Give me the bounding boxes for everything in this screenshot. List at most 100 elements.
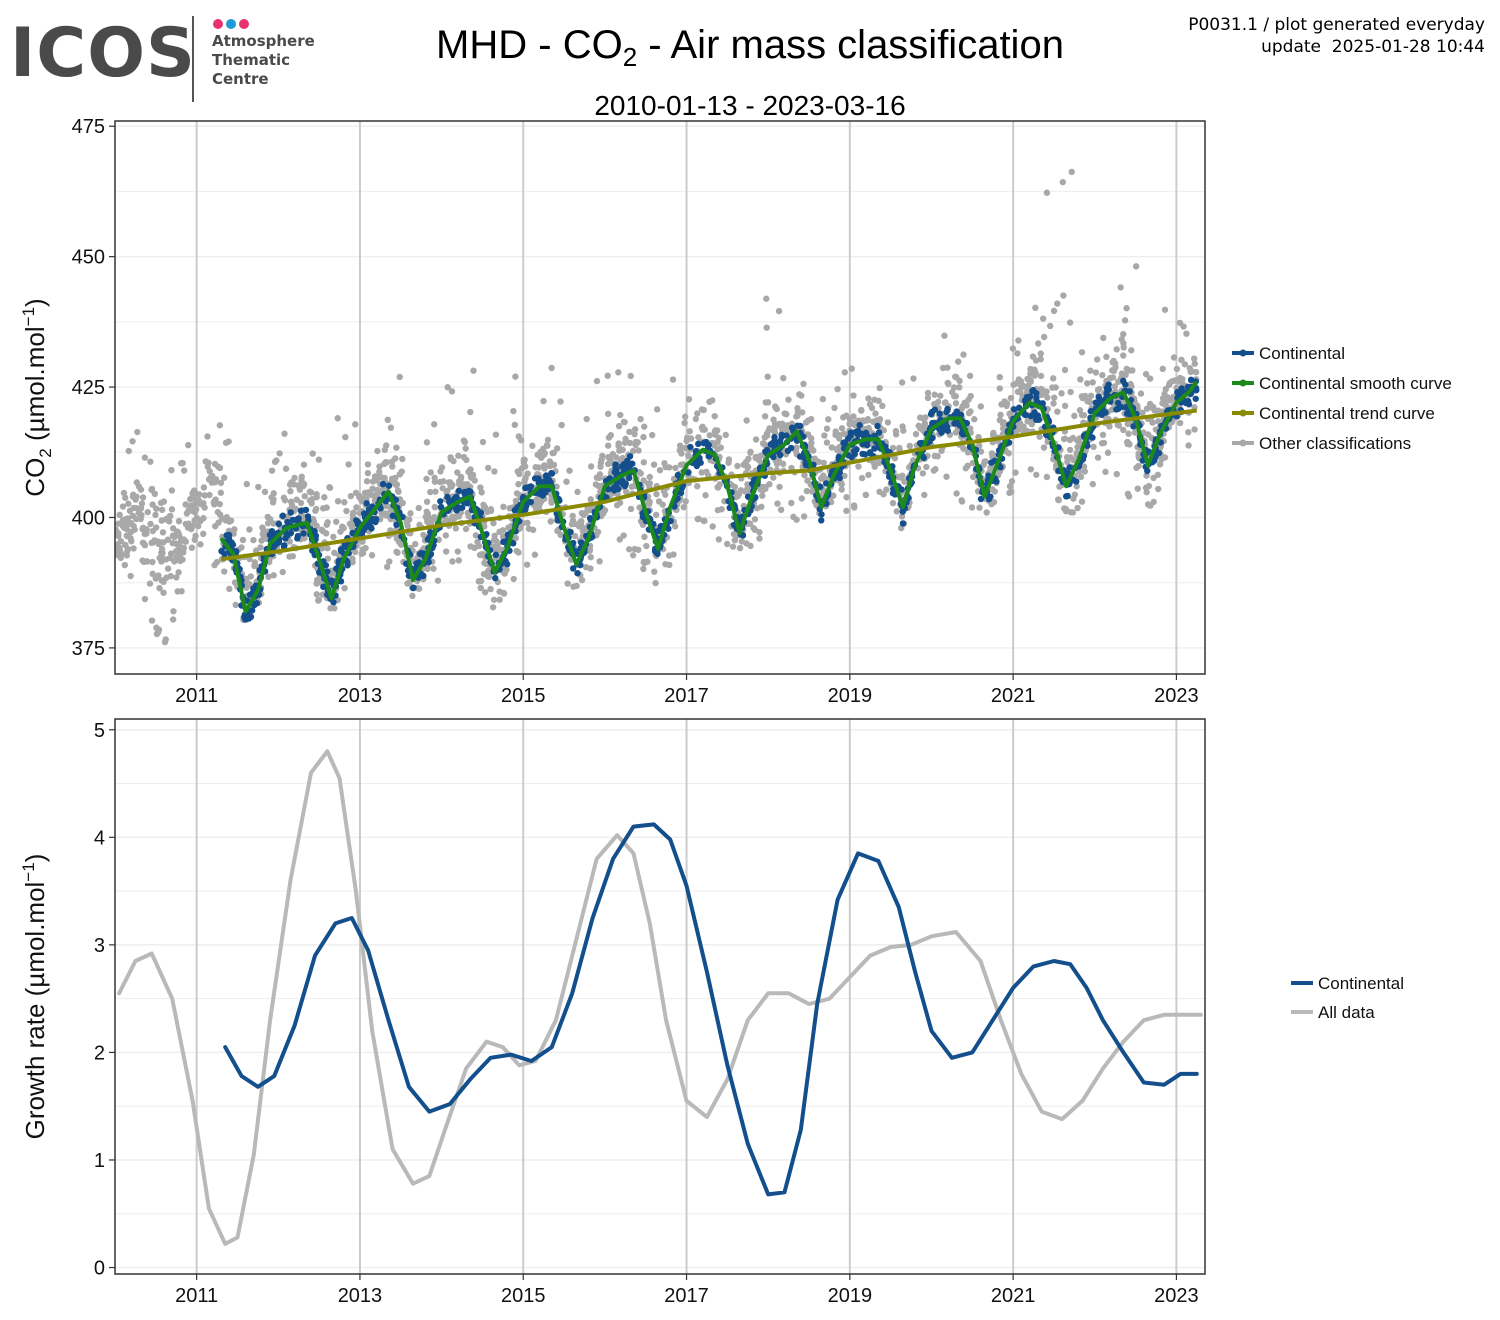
- y-tick-label: 475: [72, 116, 105, 138]
- point-other: [621, 439, 629, 446]
- point-other: [1134, 485, 1141, 492]
- point-other: [999, 420, 1007, 428]
- point-other: [1071, 412, 1078, 420]
- meta-line-1: P0031.1 / plot generated everyday: [1188, 15, 1485, 35]
- point-other: [838, 425, 846, 432]
- point-other: [943, 473, 950, 480]
- point-other: [243, 577, 250, 585]
- point-other: [968, 504, 976, 511]
- point-other: [128, 538, 135, 545]
- point-other: [1143, 489, 1150, 496]
- point-other: [889, 444, 897, 452]
- point-other: [702, 492, 709, 499]
- point-other: [153, 505, 160, 512]
- point-other: [352, 421, 359, 428]
- point-other: [641, 423, 648, 430]
- point-other: [455, 478, 463, 485]
- point-other: [709, 523, 716, 530]
- point-other: [578, 576, 586, 584]
- point-other: [779, 460, 787, 468]
- point-other: [899, 472, 906, 479]
- x-tick-label: 2017: [664, 685, 709, 707]
- point-other: [1050, 394, 1058, 401]
- point-other: [723, 540, 731, 548]
- point-continental: [492, 574, 499, 582]
- logo-dot-2: [226, 19, 236, 29]
- point-other: [640, 459, 648, 466]
- point-continental: [822, 480, 830, 487]
- point-other: [1142, 370, 1150, 378]
- point-other: [1055, 496, 1062, 504]
- point-continental: [1122, 381, 1129, 388]
- point-other: [1050, 375, 1057, 382]
- panel-1: 375 400 425 450 475 2011 2013 2015 2017 2019 2021 2…: [19, 116, 1452, 707]
- legend-key-point: [1239, 349, 1247, 357]
- point-other: [1007, 394, 1015, 402]
- point-other: [1074, 504, 1081, 512]
- y-tick-label: 375: [72, 638, 105, 660]
- point-continental: [874, 422, 881, 430]
- point-other: [1066, 446, 1074, 454]
- point-other: [324, 544, 331, 552]
- point-continental: [437, 498, 444, 505]
- point-other: [286, 481, 294, 488]
- point-continental: [625, 474, 633, 482]
- point-continental: [778, 431, 785, 439]
- point-other: [1060, 435, 1068, 443]
- point-other: [566, 467, 573, 474]
- point-other: [115, 549, 120, 556]
- point-other: [247, 573, 255, 580]
- point-other: [296, 485, 304, 492]
- point-other: [427, 469, 434, 476]
- point-continental: [854, 427, 862, 435]
- point-other: [820, 459, 827, 467]
- point-other: [763, 295, 770, 302]
- point-other: [175, 517, 183, 525]
- point-other: [120, 524, 128, 531]
- point-continental: [899, 508, 906, 515]
- point-other: [137, 486, 145, 493]
- logo-line-1: Atmosphere: [212, 32, 315, 50]
- point-other: [605, 453, 612, 461]
- point-other: [604, 460, 612, 468]
- point-other: [1040, 444, 1048, 451]
- point-other: [430, 565, 437, 572]
- point-other: [622, 488, 630, 495]
- point-other: [531, 551, 539, 558]
- point-other: [319, 528, 327, 535]
- point-other: [180, 467, 188, 474]
- point-continental: [246, 591, 254, 598]
- point-other: [276, 450, 283, 457]
- point-other: [1067, 388, 1074, 396]
- point-other: [997, 411, 1004, 419]
- point-other: [515, 549, 522, 556]
- point-other: [891, 454, 899, 462]
- point-other: [858, 406, 865, 414]
- point-other: [206, 491, 213, 499]
- point-other: [775, 420, 783, 428]
- point-other: [1054, 408, 1061, 415]
- point-other: [715, 484, 722, 491]
- point-other: [640, 433, 647, 441]
- point-other: [383, 442, 390, 449]
- point-other: [722, 431, 729, 439]
- title-prefix: MHD - CO: [436, 23, 623, 67]
- point-other: [717, 444, 725, 451]
- point-other: [1099, 371, 1106, 379]
- point-other: [1078, 498, 1086, 505]
- point-other: [1068, 168, 1075, 176]
- point-continental: [324, 568, 331, 575]
- point-continental: [850, 448, 858, 455]
- point-continental: [504, 561, 511, 568]
- point-continental: [1023, 393, 1031, 401]
- point-other: [1191, 360, 1198, 367]
- point-other: [1143, 405, 1151, 412]
- point-other: [1173, 365, 1181, 373]
- point-other: [1104, 449, 1112, 456]
- point-other: [915, 422, 922, 429]
- point-other: [201, 492, 208, 499]
- logo-line-3: Centre: [212, 70, 269, 88]
- point-other: [966, 372, 974, 380]
- point-other: [872, 410, 879, 417]
